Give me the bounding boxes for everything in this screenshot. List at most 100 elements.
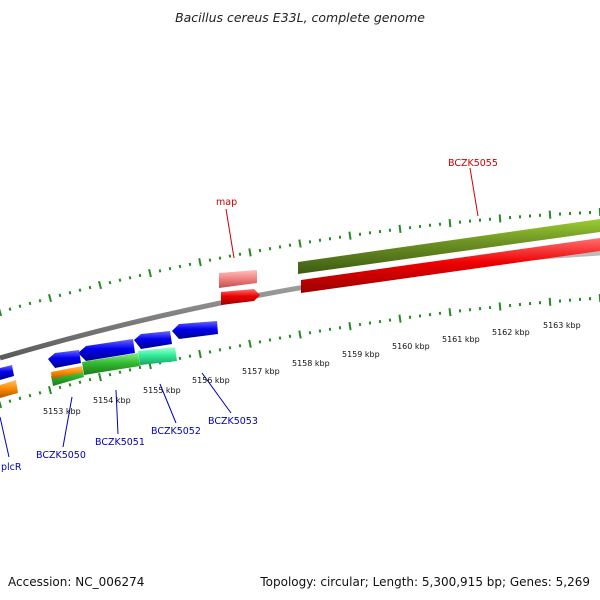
gene-label-bczk5055: BCZK5055: [448, 158, 498, 169]
lower-tick-mark: [38, 391, 42, 395]
gene-label-bczk5050: BCZK5050: [36, 450, 86, 461]
lower-tick-mark: [228, 346, 232, 350]
leader-line-map: [225, 208, 235, 259]
cds-feature-plcr: [0, 365, 14, 380]
gene-label-bczk5051: BCZK5051: [95, 437, 145, 448]
cds-feature-bczk5050: [48, 350, 81, 368]
lower-tick-mark: [298, 330, 302, 339]
scale-label: 5161 kbp: [442, 335, 480, 344]
orange-feature-bczk5050: [51, 366, 83, 379]
lower-tick-mark: [28, 393, 32, 398]
scale-label: 5159 kbp: [342, 350, 380, 359]
upper-tick-mark: [238, 252, 242, 256]
lower-tick-mark: [218, 348, 222, 352]
orange-feature-plcr: [0, 380, 18, 398]
lower-tick-mark: [8, 399, 12, 403]
lower-tick-mark: [108, 372, 112, 377]
upper-tick-mark: [0, 308, 3, 317]
lower-tick-mark: [268, 338, 272, 342]
upper-tick-mark: [168, 266, 172, 271]
upper-tick-mark: [258, 248, 262, 253]
lower-tick-mark: [318, 329, 322, 333]
leader-line-bczk5052: [159, 383, 177, 424]
upper-tick-mark: [198, 258, 202, 267]
lower-tick-mark: [308, 331, 312, 335]
upper-tick-mark: [228, 254, 232, 258]
pseudo-feature-map: [219, 270, 257, 288]
upper-tick-mark: [288, 243, 292, 247]
gene-feature-bczk5051: [82, 353, 140, 375]
lower-tick-mark: [48, 386, 52, 395]
lower-tick-mark: [348, 322, 352, 331]
upper-tick-mark: [58, 293, 62, 298]
upper-tick-mark: [448, 219, 452, 228]
gene-label-bczk5053: BCZK5053: [208, 416, 258, 427]
gene-label-map: map: [216, 197, 237, 208]
gene-label-bczk5052: BCZK5052: [151, 426, 201, 437]
lower-tick-mark: [128, 368, 132, 372]
lower-tick-mark: [198, 349, 202, 359]
lower-tick-mark: [98, 373, 102, 382]
upper-tick-mark: [118, 278, 122, 282]
upper-tick-mark: [128, 276, 132, 280]
cds-feature-bczk5053: [172, 321, 218, 339]
lower-tick-mark: [78, 380, 82, 384]
upper-tick-mark: [78, 288, 82, 292]
map-title: Bacillus cereus E33L, complete genome: [175, 10, 425, 25]
lower-tick-mark: [118, 370, 122, 374]
scale-label: 5156 kbp: [192, 376, 230, 385]
gene-feature-bczk5055: [298, 219, 600, 274]
lower-tick-mark: [0, 400, 3, 409]
upper-tick-ring: [0, 207, 600, 317]
genome-stats-label: Topology: circular; Length: 5,300,915 bp…: [260, 575, 590, 589]
upper-tick-mark: [548, 210, 552, 219]
upper-tick-mark: [108, 280, 112, 285]
lower-tick-mark: [498, 302, 502, 311]
upper-tick-mark: [158, 269, 162, 273]
accession-label: Accession: NC_006274: [8, 575, 145, 589]
upper-tick-mark: [148, 268, 152, 278]
upper-tick-mark: [68, 291, 72, 295]
upper-tick-mark: [178, 264, 182, 269]
cds-feature-bczk5055: [301, 238, 600, 293]
upper-tick-mark: [248, 248, 252, 257]
leader-line-bczk5053: [201, 372, 232, 414]
upper-tick-mark: [188, 262, 192, 267]
upper-tick-mark: [8, 307, 12, 311]
scale-label: 5162 kbp: [492, 328, 530, 337]
cds-feature-bczk5052: [134, 331, 172, 349]
scale-label: 5153 kbp: [43, 407, 81, 416]
upper-tick-mark: [348, 231, 352, 240]
lower-tick-mark: [208, 350, 212, 354]
upper-tick-mark: [28, 301, 32, 306]
lower-tick-mark: [258, 340, 262, 344]
upper-tick-mark: [98, 280, 102, 290]
scale-label: 5160 kbp: [392, 342, 430, 351]
lower-tick-mark: [68, 383, 72, 387]
upper-tick-mark: [88, 285, 92, 290]
scale-label: 5158 kbp: [292, 359, 330, 368]
gene-feature-bczk5052: [138, 347, 177, 365]
lower-tick-mark: [178, 356, 182, 361]
upper-tick-mark: [268, 247, 272, 251]
upper-tick-mark: [208, 258, 212, 262]
leader-line-bczk5050: [62, 396, 73, 448]
upper-tick-mark: [298, 239, 302, 248]
lower-tick-mark: [248, 339, 252, 348]
leader-line-bczk5055: [469, 167, 479, 217]
scale-label: 5163 kbp: [543, 321, 581, 330]
lower-tick-mark: [548, 297, 552, 306]
lower-tick-mark: [88, 377, 92, 382]
lower-tick-mark: [278, 336, 282, 340]
upper-tick-mark: [18, 304, 22, 308]
lower-tick-mark: [448, 308, 452, 317]
lower-tick-mark: [238, 344, 242, 348]
cds-feature-map: [221, 289, 260, 305]
leader-line-bczk5051: [115, 389, 119, 435]
lower-tick-mark: [398, 314, 402, 323]
upper-tick-mark: [498, 214, 502, 223]
lower-tick-mark: [18, 396, 22, 401]
scale-label: 5154 kbp: [93, 396, 131, 405]
lower-tick-mark: [288, 334, 292, 338]
